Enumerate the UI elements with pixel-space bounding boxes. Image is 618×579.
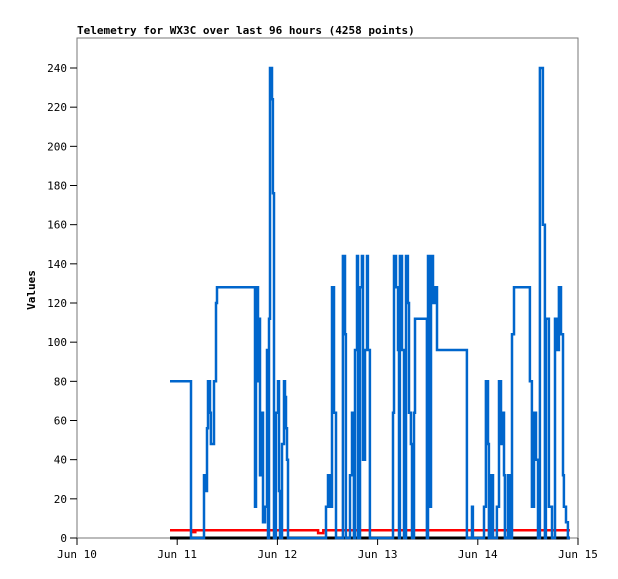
x-tick-label: Jun 10 — [57, 548, 97, 561]
x-tick-label: Jun 11 — [157, 548, 197, 561]
y-axis: 0 20 40 60 80 100 120 140 160 180 200 220 240 — [47, 62, 77, 545]
y-tick-label: 80 — [54, 375, 67, 388]
y-tick-label: 220 — [47, 101, 67, 114]
chart-title: Telemetry for WX3C over last 96 hours (4… — [77, 24, 415, 37]
y-axis-label: Values — [25, 270, 38, 310]
y-tick-label: 60 — [54, 415, 67, 428]
x-axis: Jun 10 Jun 11 Jun 12 Jun 13 Jun 14 Jun 15 — [57, 538, 598, 561]
x-tick-label: Jun 12 — [258, 548, 298, 561]
y-tick-label: 100 — [47, 336, 67, 349]
y-tick-label: 120 — [47, 297, 67, 310]
series-group — [170, 66, 570, 540]
y-tick-label: 40 — [54, 454, 67, 467]
y-tick-label: 160 — [47, 219, 67, 232]
x-tick-label: Jun 14 — [458, 548, 498, 561]
y-tick-label: 20 — [54, 493, 67, 506]
y-tick-label: 200 — [47, 140, 67, 153]
x-tick-label: Jun 13 — [358, 548, 398, 561]
series-line-1 — [170, 528, 570, 535]
y-tick-label: 180 — [47, 180, 67, 193]
y-tick-label: 0 — [60, 532, 67, 545]
y-tick-label: 240 — [47, 62, 67, 75]
series-line-2 — [170, 66, 570, 540]
y-tick-label: 140 — [47, 258, 67, 271]
x-tick-label: Jun 15 — [558, 548, 598, 561]
